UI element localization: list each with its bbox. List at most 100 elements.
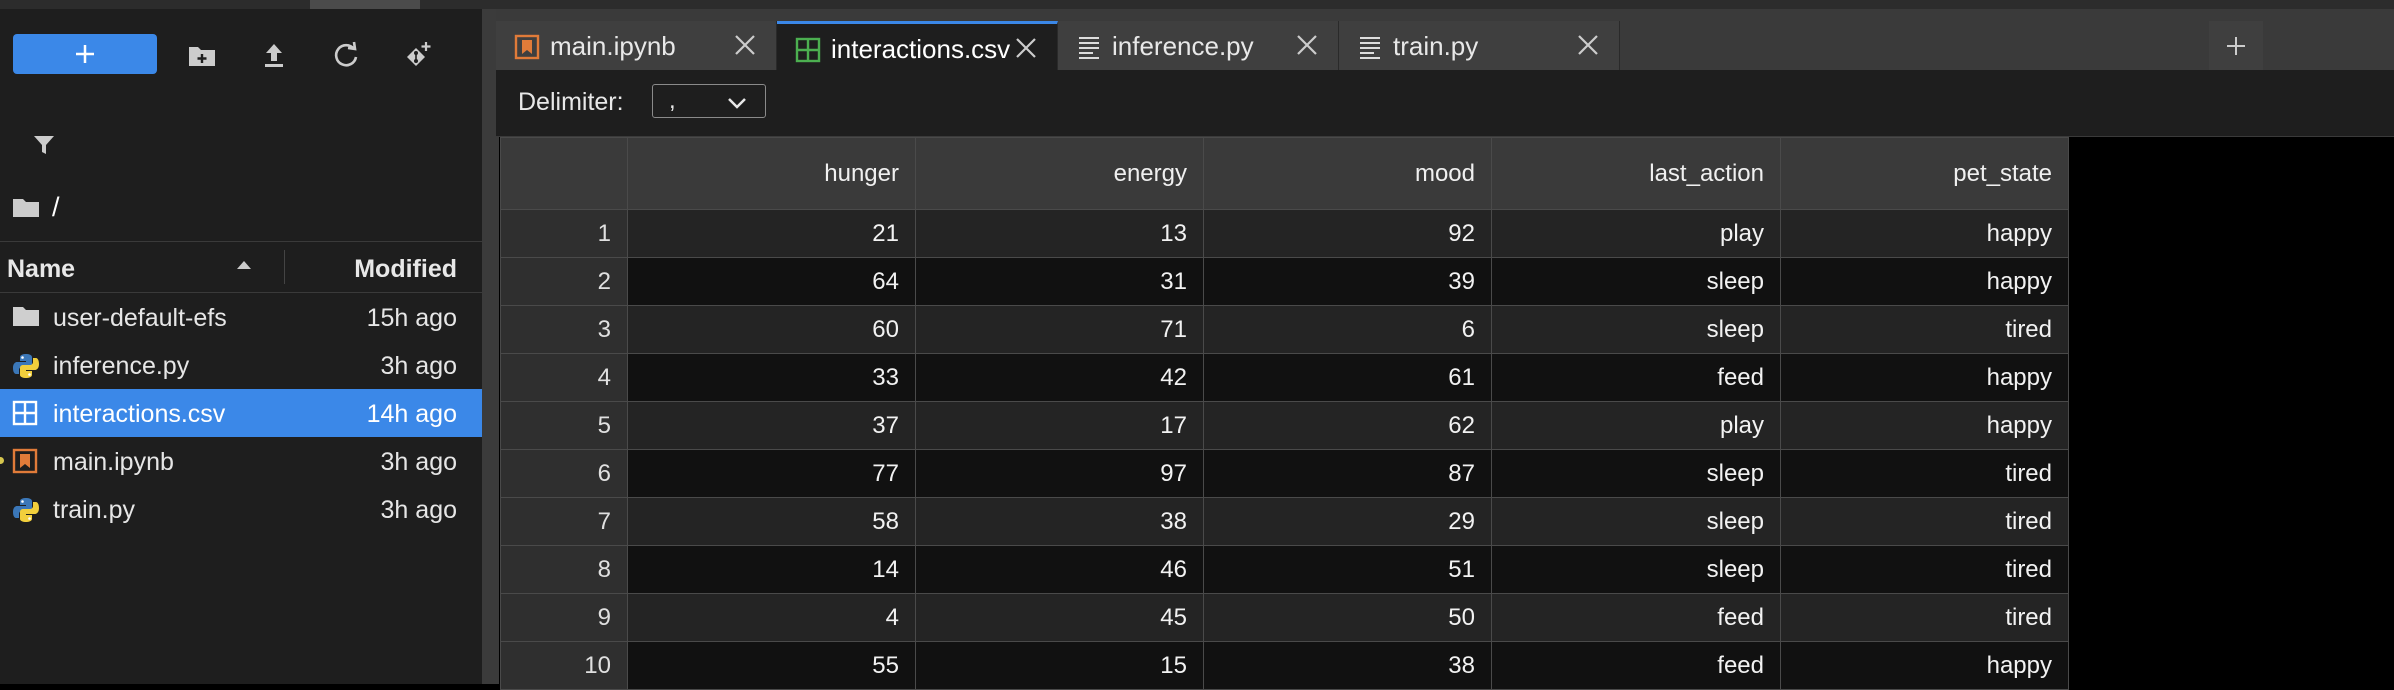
- table-cell[interactable]: tired: [1780, 449, 2069, 498]
- table-cell[interactable]: sleep: [1491, 497, 1781, 546]
- table-cell[interactable]: 38: [915, 497, 1204, 546]
- row-header[interactable]: 9: [500, 593, 628, 642]
- table-cell[interactable]: 50: [1203, 593, 1492, 642]
- table-cell[interactable]: 62: [1203, 401, 1492, 450]
- table-cell[interactable]: 97: [915, 449, 1204, 498]
- sidebar-splitter[interactable]: [482, 9, 496, 684]
- row-header[interactable]: 6: [500, 449, 628, 498]
- table-cell[interactable]: 37: [627, 401, 916, 450]
- table-row[interactable]: 5 37 17 62 play happy: [500, 401, 2069, 450]
- table-cell[interactable]: sleep: [1491, 257, 1781, 306]
- table-cell[interactable]: 13: [915, 209, 1204, 258]
- table-cell[interactable]: 15: [915, 641, 1204, 690]
- name-column-header[interactable]: Name: [7, 255, 76, 283]
- tab[interactable]: inference.py: [1058, 21, 1339, 70]
- table-cell[interactable]: tired: [1780, 305, 2069, 354]
- table-cell[interactable]: 71: [915, 305, 1204, 354]
- table-cell[interactable]: happy: [1780, 257, 2069, 306]
- table-cell[interactable]: 61: [1203, 353, 1492, 402]
- file-item[interactable]: inference.py 3h ago: [0, 341, 482, 389]
- table-cell[interactable]: 6: [1203, 305, 1492, 354]
- table-cell[interactable]: 55: [627, 641, 916, 690]
- table-row[interactable]: 10 55 15 38 feed happy: [500, 641, 2069, 690]
- row-header[interactable]: 4: [500, 353, 628, 402]
- table-cell[interactable]: happy: [1780, 353, 2069, 402]
- table-cell[interactable]: 29: [1203, 497, 1492, 546]
- table-cell[interactable]: 4: [627, 593, 916, 642]
- column-header[interactable]: last_action: [1491, 137, 1781, 210]
- filter-button[interactable]: [24, 125, 64, 165]
- row-header[interactable]: 10: [500, 641, 628, 690]
- git-clone-button[interactable]: [396, 38, 440, 72]
- table-cell[interactable]: happy: [1780, 209, 2069, 258]
- tab[interactable]: main.ipynb: [496, 21, 777, 70]
- new-folder-button[interactable]: [180, 38, 224, 72]
- column-header[interactable]: energy: [915, 137, 1204, 210]
- grid-corner[interactable]: [500, 137, 628, 210]
- add-tab-button[interactable]: [2209, 21, 2263, 70]
- row-header[interactable]: 7: [500, 497, 628, 546]
- table-cell[interactable]: 42: [915, 353, 1204, 402]
- table-cell[interactable]: 92: [1203, 209, 1492, 258]
- table-cell[interactable]: 38: [1203, 641, 1492, 690]
- file-item[interactable]: train.py 3h ago: [0, 485, 482, 533]
- table-cell[interactable]: 21: [627, 209, 916, 258]
- table-cell[interactable]: sleep: [1491, 449, 1781, 498]
- column-header[interactable]: mood: [1203, 137, 1492, 210]
- table-cell[interactable]: 77: [627, 449, 916, 498]
- close-icon[interactable]: [1296, 34, 1318, 56]
- table-cell[interactable]: 87: [1203, 449, 1492, 498]
- close-icon[interactable]: [734, 34, 756, 56]
- table-cell[interactable]: 39: [1203, 257, 1492, 306]
- table-row[interactable]: 7 58 38 29 sleep tired: [500, 497, 2069, 546]
- table-cell[interactable]: 58: [627, 497, 916, 546]
- table-cell[interactable]: tired: [1780, 593, 2069, 642]
- table-cell[interactable]: happy: [1780, 401, 2069, 450]
- table-cell[interactable]: 64: [627, 257, 916, 306]
- row-header[interactable]: 2: [500, 257, 628, 306]
- file-item[interactable]: interactions.csv 14h ago: [0, 389, 482, 437]
- row-header[interactable]: 5: [500, 401, 628, 450]
- row-header[interactable]: 1: [500, 209, 628, 258]
- table-cell[interactable]: 46: [915, 545, 1204, 594]
- modified-column-header[interactable]: Modified: [354, 255, 457, 283]
- column-divider[interactable]: [284, 250, 285, 284]
- tab[interactable]: interactions.csv: [777, 21, 1058, 70]
- table-cell[interactable]: 60: [627, 305, 916, 354]
- column-header[interactable]: pet_state: [1780, 137, 2069, 210]
- table-cell[interactable]: feed: [1491, 641, 1781, 690]
- close-icon[interactable]: [1577, 34, 1599, 56]
- table-cell[interactable]: 17: [915, 401, 1204, 450]
- row-header[interactable]: 8: [500, 545, 628, 594]
- table-row[interactable]: 1 21 13 92 play happy: [500, 209, 2069, 258]
- upload-button[interactable]: [252, 38, 296, 72]
- table-cell[interactable]: happy: [1780, 641, 2069, 690]
- table-row[interactable]: 6 77 97 87 sleep tired: [500, 449, 2069, 498]
- table-cell[interactable]: 14: [627, 545, 916, 594]
- table-cell[interactable]: play: [1491, 401, 1781, 450]
- refresh-button[interactable]: [324, 38, 368, 72]
- file-item[interactable]: user-default-efs 15h ago: [0, 293, 482, 341]
- table-cell[interactable]: sleep: [1491, 305, 1781, 354]
- table-cell[interactable]: feed: [1491, 353, 1781, 402]
- table-cell[interactable]: feed: [1491, 593, 1781, 642]
- breadcrumb-root[interactable]: /: [52, 191, 60, 222]
- file-item[interactable]: main.ipynb 3h ago: [0, 437, 482, 485]
- table-cell[interactable]: play: [1491, 209, 1781, 258]
- table-row[interactable]: 4 33 42 61 feed happy: [500, 353, 2069, 402]
- column-header[interactable]: hunger: [627, 137, 916, 210]
- table-cell[interactable]: 33: [627, 353, 916, 402]
- table-cell[interactable]: sleep: [1491, 545, 1781, 594]
- table-cell[interactable]: tired: [1780, 545, 2069, 594]
- table-cell[interactable]: tired: [1780, 497, 2069, 546]
- close-icon[interactable]: [1015, 37, 1037, 59]
- tab[interactable]: train.py: [1339, 21, 1620, 70]
- table-cell[interactable]: 31: [915, 257, 1204, 306]
- row-header[interactable]: 3: [500, 305, 628, 354]
- delimiter-select[interactable]: ,: [652, 84, 766, 118]
- breadcrumb[interactable]: /: [12, 187, 60, 227]
- table-row[interactable]: 3 60 71 6 sleep tired: [500, 305, 2069, 354]
- table-cell[interactable]: 51: [1203, 545, 1492, 594]
- table-row[interactable]: 9 4 45 50 feed tired: [500, 593, 2069, 642]
- table-row[interactable]: 8 14 46 51 sleep tired: [500, 545, 2069, 594]
